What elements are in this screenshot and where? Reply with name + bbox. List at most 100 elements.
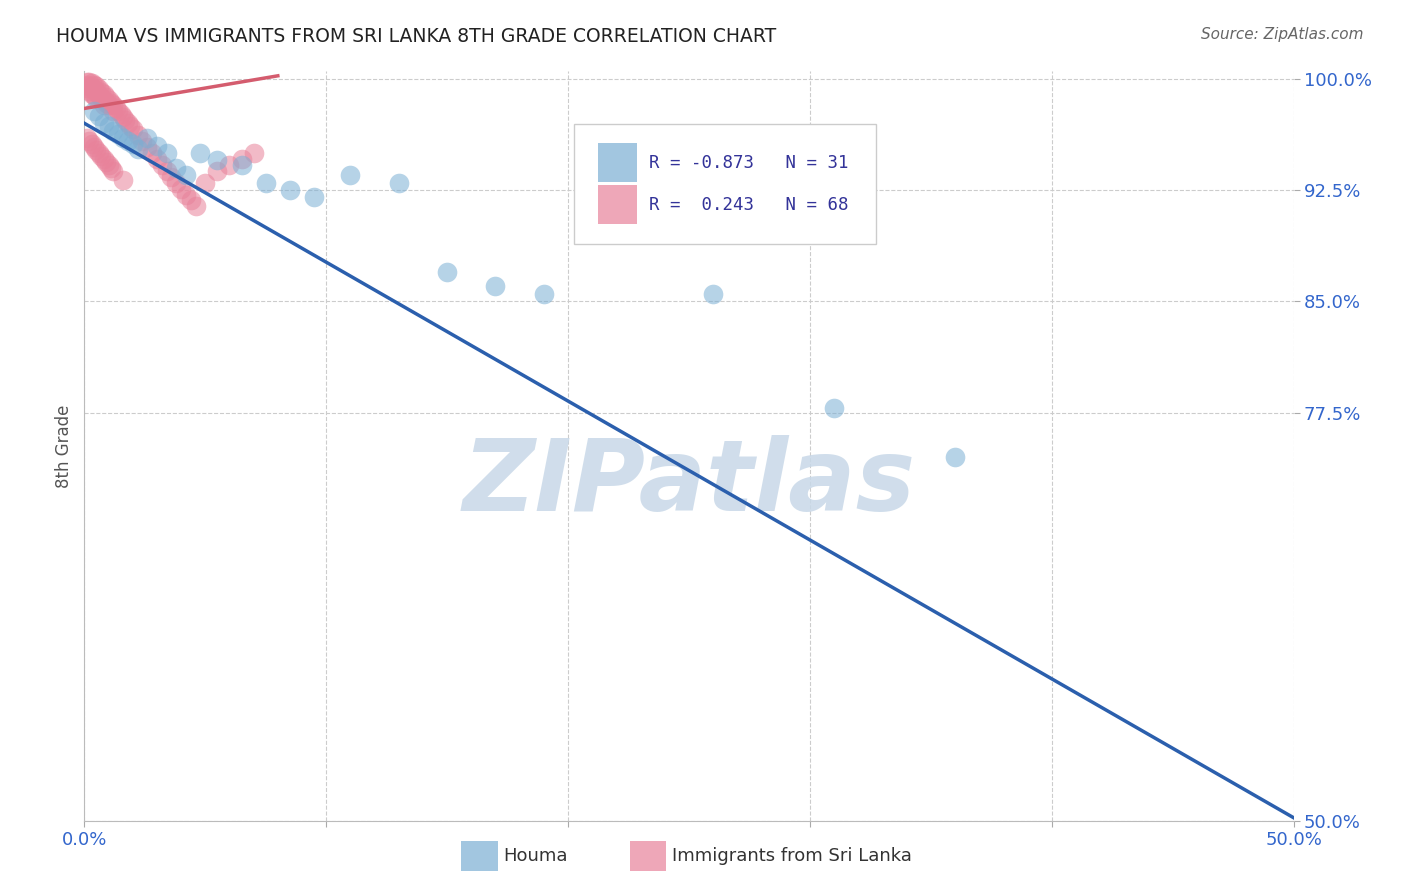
Point	[112, 172, 135, 186]
Point	[87, 88, 110, 103]
Point	[86, 91, 108, 105]
Point	[218, 158, 240, 172]
Point	[121, 137, 143, 152]
Point	[388, 176, 411, 190]
Point	[77, 84, 100, 98]
Point	[231, 158, 253, 172]
Point	[87, 109, 110, 123]
Point	[76, 78, 98, 92]
Point	[103, 124, 125, 138]
Point	[127, 128, 149, 143]
Text: R = -0.873   N = 31: R = -0.873 N = 31	[650, 153, 849, 172]
Point	[150, 158, 173, 172]
Point	[83, 104, 105, 119]
Point	[97, 98, 120, 112]
Point	[97, 120, 120, 134]
Point	[146, 152, 169, 166]
Point	[174, 187, 197, 202]
Point	[90, 91, 112, 105]
Point	[107, 127, 129, 141]
Point	[87, 82, 110, 96]
FancyBboxPatch shape	[599, 186, 637, 224]
Point	[80, 137, 103, 152]
Point	[190, 145, 212, 160]
Point	[94, 89, 117, 103]
Point	[97, 93, 120, 107]
Point	[581, 190, 603, 204]
Point	[93, 87, 115, 101]
Text: ZIPatlas: ZIPatlas	[463, 435, 915, 532]
FancyBboxPatch shape	[599, 144, 637, 182]
Point	[112, 131, 135, 145]
Point	[155, 145, 177, 160]
Point	[83, 78, 105, 92]
Point	[207, 163, 229, 178]
Point	[155, 163, 177, 178]
Point	[121, 122, 143, 136]
Point	[242, 145, 264, 160]
Point	[86, 79, 108, 94]
Point	[630, 198, 652, 212]
Point	[83, 140, 105, 154]
Point	[107, 104, 129, 119]
Point	[97, 158, 120, 172]
Point	[94, 154, 117, 169]
Point	[94, 95, 117, 110]
Point	[103, 104, 125, 119]
Point	[80, 76, 103, 90]
Point	[90, 85, 112, 99]
Point	[136, 131, 159, 145]
Point	[823, 401, 845, 416]
Point	[146, 138, 169, 153]
Point	[180, 194, 202, 208]
Text: Immigrants from Sri Lanka: Immigrants from Sri Lanka	[672, 847, 912, 865]
Point	[254, 176, 277, 190]
Point	[100, 161, 122, 175]
FancyBboxPatch shape	[574, 124, 876, 244]
Point	[231, 152, 253, 166]
Point	[165, 176, 187, 190]
Point	[104, 102, 127, 116]
Point	[76, 80, 98, 95]
Point	[207, 153, 229, 168]
Text: R =  0.243   N = 68: R = 0.243 N = 68	[650, 195, 849, 214]
Point	[93, 98, 115, 112]
Point	[77, 134, 100, 148]
Point	[117, 116, 139, 130]
Point	[136, 140, 159, 154]
Point	[80, 87, 103, 101]
Y-axis label: 8th Grade: 8th Grade	[55, 404, 73, 488]
Point	[141, 145, 163, 160]
Point	[103, 163, 125, 178]
Point	[160, 169, 183, 184]
Point	[100, 95, 122, 110]
Point	[112, 111, 135, 125]
Point	[170, 181, 193, 195]
Point	[80, 80, 103, 95]
Point	[339, 168, 361, 182]
Point	[90, 149, 112, 163]
Point	[278, 183, 301, 197]
Point	[484, 279, 506, 293]
Point	[174, 168, 197, 182]
Point	[702, 287, 724, 301]
Point	[436, 265, 458, 279]
Point	[114, 113, 136, 128]
Point	[87, 145, 110, 160]
Point	[83, 82, 105, 96]
Point	[117, 134, 139, 148]
Point	[127, 141, 149, 155]
Point	[93, 152, 115, 166]
Point	[86, 143, 108, 157]
Point	[533, 287, 555, 301]
Point	[131, 134, 153, 148]
Point	[943, 450, 966, 464]
Point	[302, 190, 325, 204]
Point	[184, 199, 207, 213]
Point	[165, 161, 187, 175]
Point	[120, 120, 142, 134]
Text: HOUMA VS IMMIGRANTS FROM SRI LANKA 8TH GRADE CORRELATION CHART: HOUMA VS IMMIGRANTS FROM SRI LANKA 8TH G…	[56, 27, 776, 45]
Point	[93, 93, 115, 107]
Point	[76, 75, 98, 89]
Point	[86, 85, 108, 99]
